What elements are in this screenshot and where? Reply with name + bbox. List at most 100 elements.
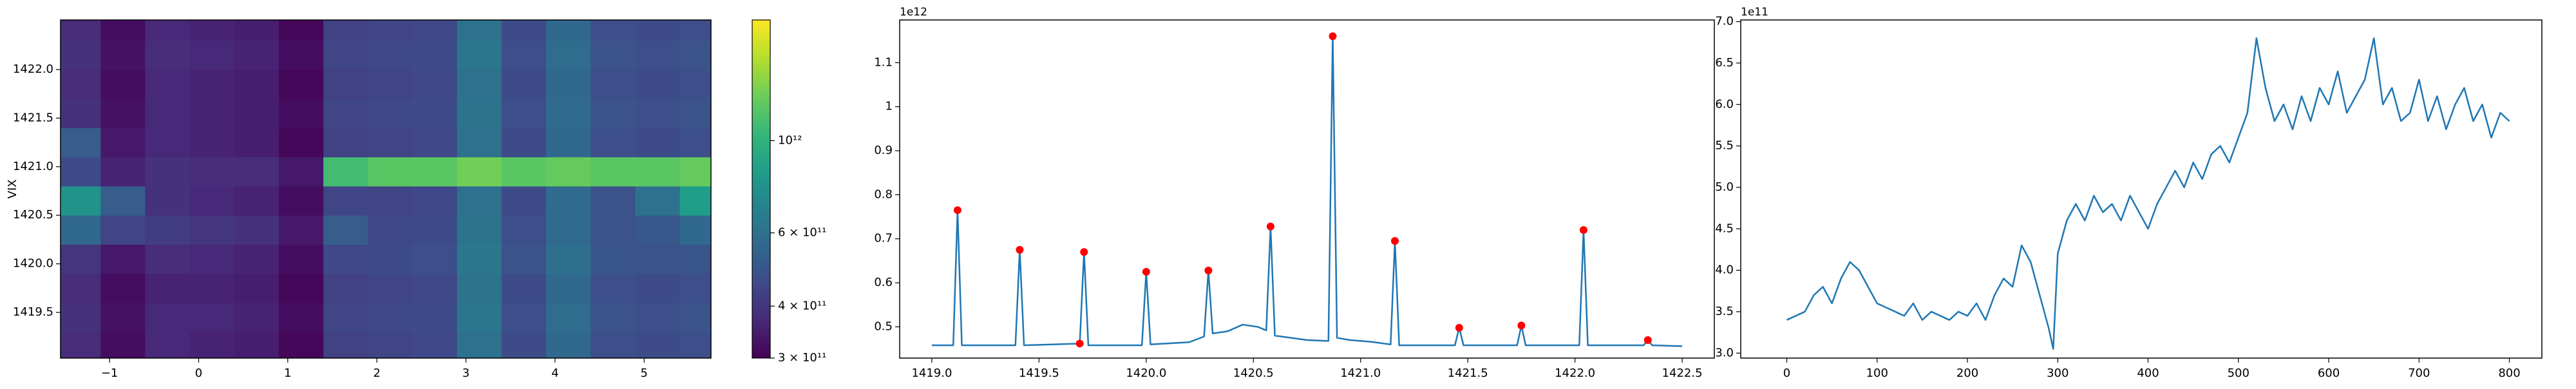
heatmap-cell: [234, 128, 279, 158]
heatmap-cell: [679, 99, 712, 128]
heatmap-cell: [591, 185, 636, 216]
heatmap-cell: [501, 20, 547, 41]
heatmap-cell: [591, 303, 636, 332]
colorbar-gradient: [752, 293, 770, 297]
heatmap-cell: [412, 157, 458, 187]
heatmap-cell: [100, 128, 146, 158]
colorbar-gradient: [752, 341, 770, 345]
heatmap-cell: [368, 215, 413, 245]
heatmap-cell: [635, 40, 681, 70]
heatmap-cell: [278, 273, 324, 303]
heatmap-cell: [635, 303, 681, 332]
heatmap-cell: [145, 157, 191, 187]
heatmap-cell: [189, 20, 235, 41]
colorbar-gradient: [752, 101, 770, 105]
colorbar-gradient: [752, 259, 770, 263]
colorbar-tick-label: 4 × 10¹¹: [778, 299, 826, 312]
colorbar-gradient: [752, 178, 770, 181]
colorbar-gradient: [752, 169, 770, 173]
colorbar-tick-label: 6 × 10¹¹: [778, 226, 826, 240]
heatmap-cell: [145, 332, 191, 359]
peak-marker: [953, 206, 961, 214]
heatmap-cell: [234, 20, 279, 41]
heatmap-cell: [591, 99, 636, 128]
x-tick-label: 500: [2228, 366, 2249, 380]
colorbar-gradient: [752, 281, 770, 285]
colorbar-gradient: [752, 355, 770, 359]
heatmap-cell: [501, 185, 547, 216]
colorbar-gradient: [752, 279, 770, 283]
x-tick-label: 3: [462, 366, 469, 380]
heatmap-cell: [100, 20, 146, 41]
heatmap-cell: [412, 69, 458, 99]
heatmap-cell: [278, 303, 324, 332]
y-tick-label: 7.0: [1715, 15, 1734, 28]
colorbar-gradient: [752, 180, 770, 184]
heatmap-cell: [457, 69, 502, 99]
heatmap-cell: [145, 185, 191, 216]
heatmap-cell: [635, 332, 681, 359]
colorbar-gradient: [752, 28, 770, 32]
peak-marker: [1204, 266, 1213, 274]
x-tick-label: 0: [195, 366, 202, 380]
heatmap-cell: [591, 332, 636, 359]
heatmap-cell: [278, 332, 324, 359]
heatmap-cell: [189, 332, 235, 359]
colorbar-gradient: [752, 127, 770, 131]
heatmap-cell: [591, 128, 636, 158]
peak-marker: [1517, 321, 1526, 330]
colorbar-gradient: [752, 256, 770, 260]
heatmap-cell: [457, 244, 502, 274]
heatmap-cell: [145, 303, 191, 332]
colorbar-gradient: [752, 236, 770, 240]
colorbar-gradient: [752, 316, 770, 319]
colorbar-gradient: [752, 25, 770, 29]
heatmap-cell: [100, 157, 146, 187]
heatmap-cell: [457, 185, 502, 216]
heatmap-cell: [100, 99, 146, 128]
heatmap-cell: [546, 128, 591, 158]
heatmap-cell: [100, 40, 146, 70]
peak-marker: [1455, 323, 1463, 332]
x-tick-label: 1421.0: [1340, 366, 1381, 380]
heatmap-cell: [61, 69, 101, 99]
colorbar-gradient: [752, 96, 770, 99]
y-tick-label: 0.7: [874, 232, 893, 245]
heatmap-cell: [679, 215, 712, 245]
colorbar-gradient: [752, 124, 770, 128]
heatmap-cell: [412, 128, 458, 158]
colorbar-gradient: [752, 51, 770, 54]
heatmap-cell: [679, 303, 712, 332]
colorbar-gradient: [752, 104, 770, 108]
heatmap-cell: [145, 215, 191, 245]
axes-frame: [60, 19, 712, 359]
heatmap-cell: [635, 157, 681, 187]
heatmap-cell: [100, 244, 146, 274]
heatmap-cell: [100, 273, 146, 303]
x-tick-label: 1: [284, 366, 291, 380]
colorbar-gradient: [752, 88, 770, 91]
colorbar-gradient: [752, 59, 770, 63]
heatmap-cell: [323, 273, 368, 303]
y-tick-label: 5.5: [1715, 139, 1734, 153]
line-series: [931, 35, 1683, 347]
heatmap-cell: [368, 244, 413, 274]
y-tick-label: 0.6: [874, 276, 893, 289]
heatmap-cell: [145, 273, 191, 303]
heatmap-cell: [501, 332, 547, 359]
heatmap-cell: [546, 303, 591, 332]
heatmap-cell: [546, 20, 591, 41]
colorbar-gradient: [752, 344, 770, 347]
colorbar-gradient: [752, 242, 770, 246]
colorbar-gradient: [752, 62, 770, 66]
line-series: [1786, 37, 2510, 350]
y-tick-label: 1: [886, 100, 893, 113]
colorbar-gradient: [752, 135, 770, 139]
y-tick-label: 5.0: [1715, 180, 1734, 194]
heatmap-cell: [278, 40, 324, 70]
colorbar-gradient: [752, 115, 770, 119]
heatmap-cell: [412, 273, 458, 303]
colorbar-gradient: [752, 338, 770, 342]
peak-marker: [1390, 237, 1399, 245]
colorbar-gradient: [752, 33, 770, 37]
